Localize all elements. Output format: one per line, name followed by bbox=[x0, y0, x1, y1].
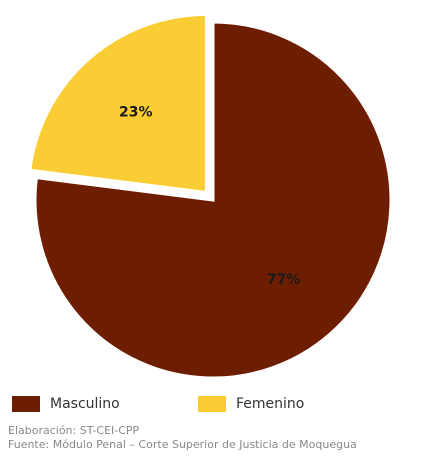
pie-chart: 77% 23% bbox=[28, 12, 393, 380]
legend-swatch-femenino bbox=[198, 396, 226, 412]
legend: Masculino Femenino bbox=[12, 393, 422, 415]
legend-swatch-masculino bbox=[12, 396, 40, 412]
elaboracion-note: Elaboración: ST-CEI-CPP bbox=[8, 424, 140, 437]
data-label-femenino: 23% bbox=[119, 104, 153, 120]
fuente-note: Fuente: Módulo Penal – Corte Superior de… bbox=[8, 438, 357, 451]
legend-item-masculino: Masculino bbox=[12, 393, 120, 415]
pie-slice-masculino bbox=[33, 20, 393, 380]
data-label-masculino: 77% bbox=[267, 272, 301, 288]
legend-item-femenino: Femenino bbox=[198, 393, 304, 415]
legend-label-masculino: Masculino bbox=[50, 396, 120, 412]
source-notes: Elaboración: ST-CEI-CPP Fuente: Módulo P… bbox=[8, 424, 426, 452]
legend-label-femenino: Femenino bbox=[236, 396, 305, 412]
pie-slice-femenino bbox=[28, 12, 208, 195]
